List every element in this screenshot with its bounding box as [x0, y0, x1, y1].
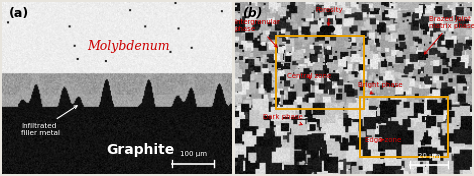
Bar: [276, 36, 364, 109]
Text: Central zone: Central zone: [287, 73, 331, 79]
Text: Porosity: Porosity: [316, 7, 343, 26]
Text: (a): (a): [9, 7, 29, 20]
Text: Dark phase: Dark phase: [263, 114, 303, 125]
Text: 20 μm: 20 μm: [418, 153, 440, 159]
Text: Bright phase: Bright phase: [358, 81, 402, 94]
Text: Graphite: Graphite: [106, 143, 174, 157]
Bar: [360, 97, 448, 157]
Text: Edge zone: Edge zone: [365, 137, 401, 143]
Text: Molybdenum: Molybdenum: [88, 40, 170, 53]
Text: Infiltrated
filler metal: Infiltrated filler metal: [21, 106, 77, 136]
Text: Intergranular
phase: Intergranular phase: [235, 19, 281, 47]
Text: Brazed joint
matrix phase: Brazed joint matrix phase: [424, 15, 474, 54]
Text: (b): (b): [242, 7, 262, 20]
Text: 100 μm: 100 μm: [180, 151, 207, 157]
